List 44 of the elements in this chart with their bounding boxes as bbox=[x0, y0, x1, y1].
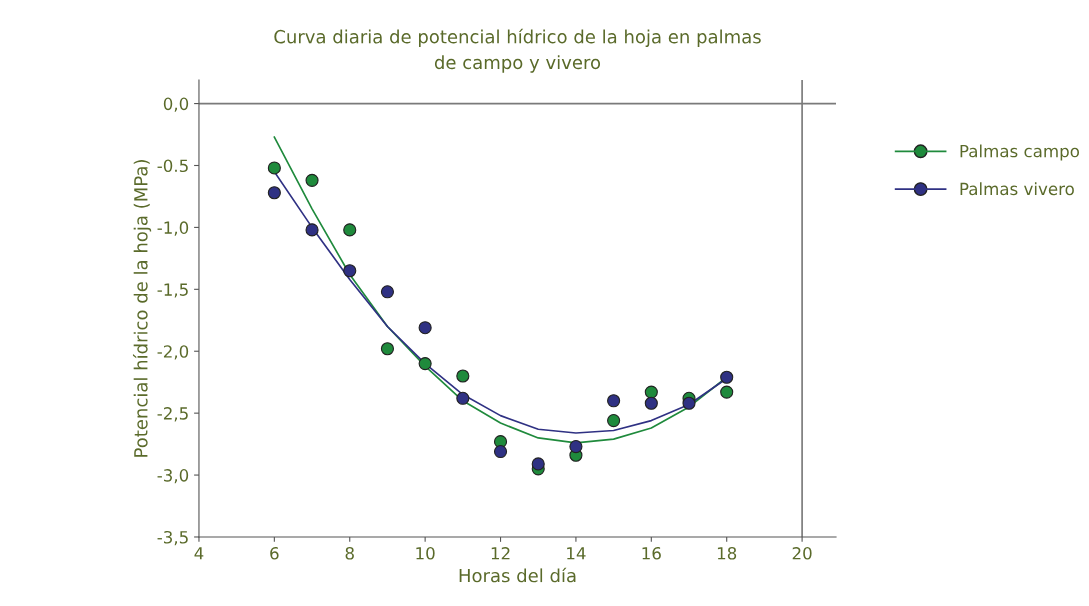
point bbox=[569, 440, 583, 454]
point bbox=[418, 357, 432, 371]
point bbox=[720, 385, 734, 399]
point bbox=[267, 186, 281, 200]
y-tick-label: -1,0 bbox=[157, 221, 189, 236]
x-axis-title: Horas del día bbox=[459, 567, 576, 583]
point bbox=[343, 223, 357, 237]
x-tick-label: 6 bbox=[270, 546, 279, 560]
x-tick-label: 4 bbox=[194, 547, 204, 560]
y-axis-title: Potencial hídrico de la hoja (MPa) bbox=[132, 160, 152, 457]
y-tick-label: -3,0 bbox=[157, 469, 189, 484]
y-tick-label: -0.5 bbox=[157, 159, 188, 173]
point bbox=[267, 161, 281, 175]
legend-label: Palmas campo bbox=[960, 144, 1079, 161]
point bbox=[305, 173, 319, 187]
point bbox=[607, 394, 621, 408]
point bbox=[493, 444, 508, 459]
point bbox=[644, 396, 658, 410]
point bbox=[644, 385, 658, 399]
point bbox=[305, 223, 319, 237]
point bbox=[720, 370, 734, 384]
x-tick-label: 18 bbox=[717, 546, 737, 560]
point bbox=[531, 457, 545, 471]
y-tick-label: 0,0 bbox=[163, 97, 189, 112]
x-tick-label: 14 bbox=[567, 547, 586, 560]
y-tick-label: -2,0 bbox=[157, 345, 189, 360]
legend-label: Palmas vivero bbox=[960, 182, 1074, 196]
point bbox=[607, 414, 621, 428]
x-tick-label: 20 bbox=[792, 546, 812, 560]
point bbox=[380, 285, 395, 299]
x-tick-label: 16 bbox=[642, 546, 661, 560]
x-tick-label: 8 bbox=[345, 546, 354, 560]
y-tick-label: -2,5 bbox=[157, 407, 188, 422]
x-tick-label: 10 bbox=[416, 546, 435, 560]
point bbox=[343, 264, 357, 278]
chart-title: Curva diaria de potencial hídrico de la hoja en palmas de campo y vivero bbox=[274, 28, 761, 73]
point bbox=[380, 342, 395, 356]
y-tick-label: -1,5 bbox=[157, 283, 188, 298]
point bbox=[682, 396, 696, 410]
x-tick-label: 12 bbox=[491, 546, 510, 560]
point bbox=[456, 391, 470, 405]
y-tick-label: -3,5 bbox=[157, 530, 188, 546]
point bbox=[456, 369, 470, 383]
point bbox=[418, 321, 432, 335]
